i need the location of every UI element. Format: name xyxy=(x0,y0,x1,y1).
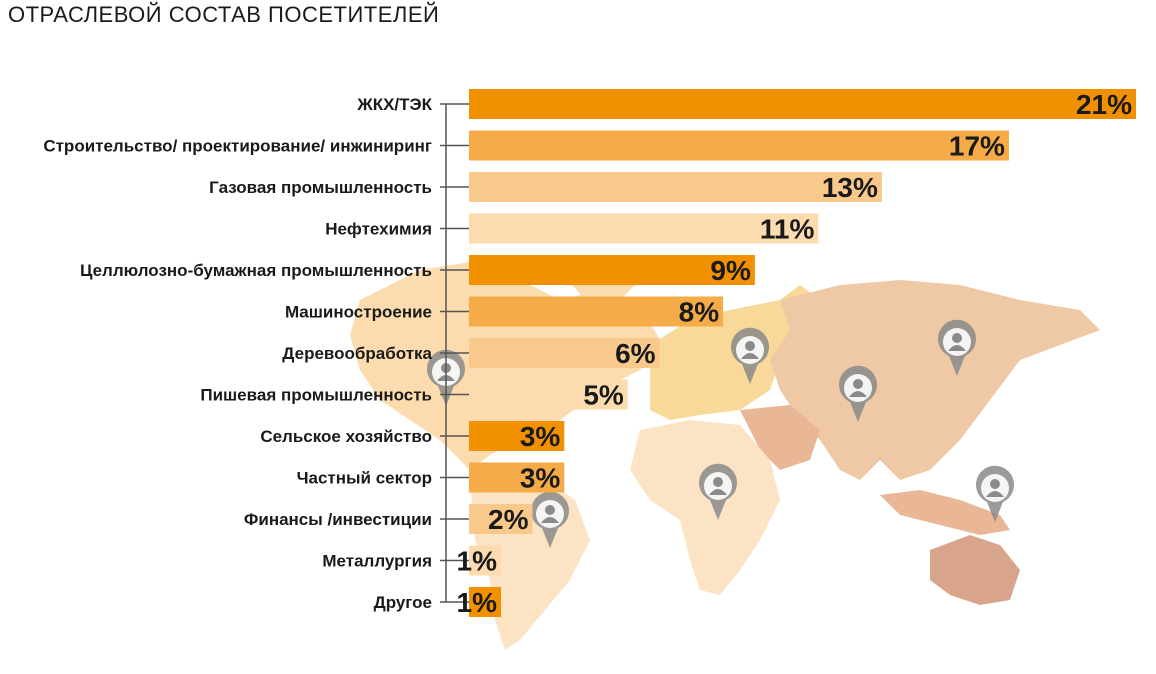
category-label: ЖКХ/ТЭК xyxy=(356,95,432,114)
map-africa xyxy=(630,420,780,595)
value-label: 9% xyxy=(710,255,751,286)
bar xyxy=(469,587,501,617)
bar xyxy=(469,421,565,451)
bar xyxy=(469,296,724,327)
map-pin-icon xyxy=(839,365,878,422)
category-label: Сельское хозяйство xyxy=(260,427,432,446)
category-label: Машиностроение xyxy=(285,303,432,322)
value-label: 3% xyxy=(520,463,561,494)
labels-group: ЖКХ/ТЭК 21% Строительство/ проектирование/… xyxy=(43,89,1132,618)
map-australia xyxy=(930,535,1020,605)
category-label: Другое xyxy=(374,593,432,612)
bars-group xyxy=(469,89,1136,617)
category-label: Пишевая промышленность xyxy=(200,386,432,405)
category-label: Нефтехимия xyxy=(325,220,432,239)
category-label: Деревообработка xyxy=(282,344,432,363)
bar xyxy=(469,213,819,244)
category-label: Финансы /инвестиции xyxy=(244,510,432,529)
value-label: 3% xyxy=(520,421,561,452)
value-label: 21% xyxy=(1076,89,1132,120)
bar xyxy=(469,504,533,534)
value-label: 2% xyxy=(488,504,529,535)
bar xyxy=(469,130,1009,161)
value-label: 13% xyxy=(822,172,878,203)
value-label: 5% xyxy=(583,380,624,411)
bar xyxy=(469,338,660,368)
bar xyxy=(469,462,565,493)
category-label: Целлюлозно-бумажная промышленность xyxy=(80,261,432,280)
map-southeast-asia xyxy=(880,490,1010,535)
value-label: 1% xyxy=(457,587,498,618)
map-pin-icon xyxy=(531,491,569,548)
category-label: Строительство/ проектирование/ инжинирин… xyxy=(43,137,432,156)
map-pins xyxy=(427,319,1015,548)
map-pin-icon xyxy=(976,465,1015,522)
bar xyxy=(469,172,882,202)
bar xyxy=(469,545,501,576)
value-label: 8% xyxy=(679,297,720,328)
value-label: 1% xyxy=(457,546,498,577)
map-middle-east xyxy=(740,405,820,470)
chart-title: ОТРАСЛЕВОЙ СОСТАВ ПОСЕТИТЕЛЕЙ xyxy=(8,2,439,27)
map-pin-icon xyxy=(731,327,770,384)
category-label: Газовая промышленность xyxy=(209,178,432,197)
value-label: 11% xyxy=(760,214,815,245)
map-asia xyxy=(770,280,1100,480)
axis-group xyxy=(440,103,469,603)
bar xyxy=(469,255,755,285)
category-label: Металлургия xyxy=(322,552,432,571)
value-label: 17% xyxy=(949,131,1005,162)
map-pin-icon xyxy=(938,319,977,376)
bar xyxy=(469,89,1136,119)
category-label: Частный сектор xyxy=(297,469,432,488)
bar xyxy=(469,379,628,410)
value-label: 6% xyxy=(615,338,656,369)
map-pin-icon xyxy=(699,463,738,520)
